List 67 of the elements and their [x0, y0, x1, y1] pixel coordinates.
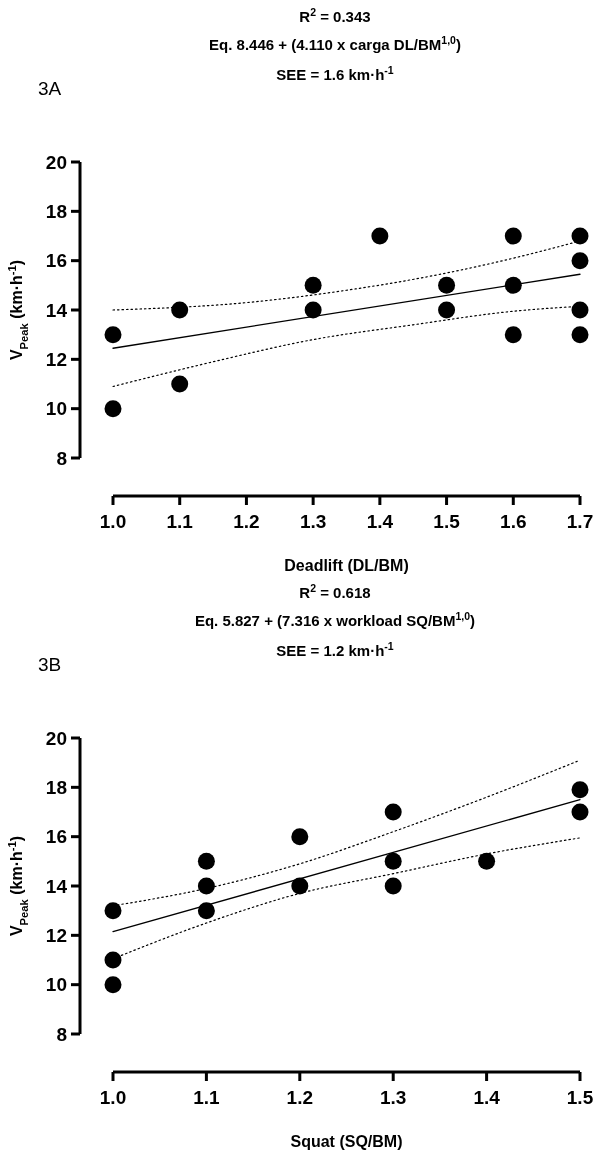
- point: [504, 326, 522, 344]
- x-tick-label: 1.4: [366, 511, 394, 532]
- y-tick-label: 14: [45, 875, 68, 897]
- point: [197, 877, 215, 895]
- y-tick-label: 12: [45, 348, 67, 370]
- point: [571, 781, 589, 799]
- point: [104, 400, 122, 418]
- x-tick-label: 1.4: [473, 1087, 501, 1108]
- x-tick-label: 1.1: [193, 1087, 221, 1108]
- point: [438, 301, 456, 319]
- x-tick-label: 1.5: [433, 511, 461, 532]
- chart-subtitle: Eq. 5.827 + (7.316 x workload SQ/BM$^{1,0}$): [194, 610, 476, 629]
- point: [478, 852, 496, 870]
- point: [504, 227, 522, 245]
- y-tick-label: 20: [45, 727, 67, 749]
- point: [371, 227, 389, 245]
- y-tick-label: 14: [45, 299, 68, 321]
- y-tick-label: 20: [45, 151, 67, 173]
- x-tick-label: 1.1: [166, 511, 194, 532]
- text: 3A: [38, 78, 62, 99]
- point: [438, 276, 456, 294]
- point: [197, 902, 215, 920]
- point: [571, 252, 589, 270]
- x-axis-title: Squat (SQ/BM): [290, 1133, 403, 1150]
- y-tick-label: 16: [45, 826, 67, 848]
- point: [197, 852, 215, 870]
- point: [104, 902, 122, 920]
- point: [291, 828, 309, 846]
- point: [384, 877, 402, 895]
- point: [104, 326, 122, 344]
- y-tick-label: 8: [56, 1023, 67, 1045]
- y-tick-label: 16: [45, 250, 67, 272]
- y-tick-label: 10: [45, 974, 67, 996]
- y-tick-label: 8: [56, 447, 67, 469]
- chart-subtitle: Eq. 8.446 + (4.110 x carga DL/BM$^{1,0}$): [209, 34, 461, 53]
- point: [171, 375, 189, 393]
- y-tick-label: 12: [45, 924, 67, 946]
- point: [571, 227, 589, 245]
- x-tick-label: 1.0: [99, 511, 127, 532]
- point: [104, 976, 122, 994]
- y-tick-label: 18: [45, 776, 67, 798]
- chart-title: R$^{2}$ = 0.618: [299, 582, 371, 601]
- y-tick-label: 10: [45, 398, 67, 420]
- x-tick-label: 1.5: [566, 1087, 594, 1108]
- text: 3B: [38, 654, 62, 675]
- point: [504, 276, 522, 294]
- point: [304, 301, 322, 319]
- x-tick-label: 1.6: [500, 511, 527, 532]
- x-tick-label: 1.7: [566, 511, 594, 532]
- x-tick-label: 1.2: [286, 1087, 314, 1108]
- point: [384, 803, 402, 821]
- point: [571, 803, 589, 821]
- text: SEE = 1.2 km·h$^{-1}$: [276, 640, 394, 659]
- y-tick-label: 18: [45, 200, 67, 222]
- point: [104, 951, 122, 969]
- x-tick-label: 1.0: [99, 1087, 127, 1108]
- point: [384, 852, 402, 870]
- chart-title: R$^{2}$ = 0.343: [299, 6, 371, 25]
- point: [304, 276, 322, 294]
- point: [171, 301, 189, 319]
- x-tick-label: 1.2: [233, 511, 260, 532]
- x-tick-label: 1.3: [379, 1087, 407, 1108]
- text: SEE = 1.6 km·h$^{-1}$: [276, 64, 394, 83]
- x-tick-label: 1.3: [299, 511, 327, 532]
- point: [571, 301, 589, 319]
- x-axis-title: Deadlift (DL/BM): [284, 557, 409, 574]
- point: [571, 326, 589, 344]
